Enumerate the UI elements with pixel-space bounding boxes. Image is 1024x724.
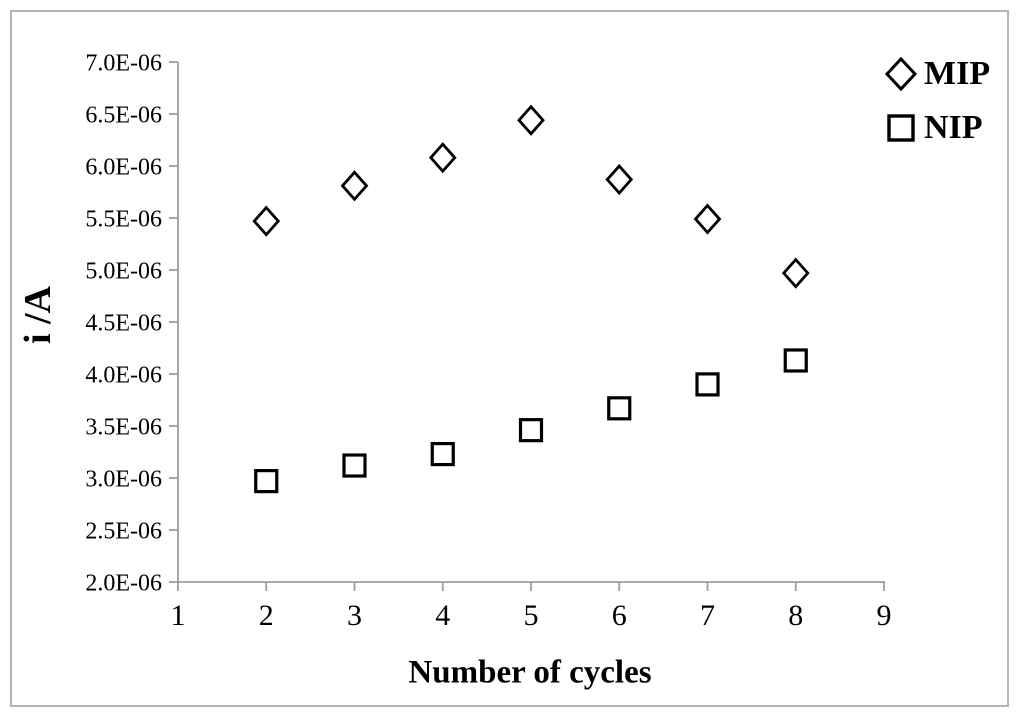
y-tick-label: 6.0E-06 xyxy=(85,154,162,180)
figure-border xyxy=(10,10,1009,707)
legend-label-mip: MIP xyxy=(924,55,991,92)
legend-label-nip: NIP xyxy=(924,109,983,146)
y-tick-label: 2.5E-06 xyxy=(85,518,162,544)
y-axis-title: i /A xyxy=(17,285,59,345)
data-point-mip xyxy=(693,203,722,235)
y-tick-label: 3.0E-06 xyxy=(85,466,162,492)
data-point-mip xyxy=(781,257,810,289)
y-tick-label: 4.5E-06 xyxy=(85,310,162,336)
data-point-mip xyxy=(605,163,634,196)
data-point-nip xyxy=(518,418,544,443)
data-point-nip xyxy=(342,453,367,478)
x-tick-label: 3 xyxy=(347,599,362,632)
legend-item-nip: NIP xyxy=(884,106,990,150)
square-marker-icon xyxy=(887,114,915,142)
x-tick-label: 4 xyxy=(435,599,450,632)
y-tick-label: 3.5E-06 xyxy=(85,414,162,440)
y-tick-label: 2.0E-06 xyxy=(85,570,162,596)
x-tick-label: 7 xyxy=(700,599,715,632)
x-axis-title: Number of cycles xyxy=(408,654,652,691)
y-tick-label: 4.0E-06 xyxy=(85,362,162,388)
y-tick-label: 7.0E-06 xyxy=(85,50,162,76)
x-tick-label: 2 xyxy=(259,599,274,632)
data-point-nip xyxy=(607,396,632,421)
y-tick-label: 5.5E-06 xyxy=(85,206,162,232)
x-tick-label: 9 xyxy=(877,599,892,632)
data-point-mip xyxy=(252,205,281,237)
data-point-mip xyxy=(340,170,369,202)
x-tick-label: 5 xyxy=(524,599,539,632)
data-point-mip xyxy=(517,104,545,136)
data-point-nip xyxy=(783,348,808,373)
diamond-marker-icon xyxy=(884,56,918,92)
legend: MIP NIP xyxy=(884,52,990,150)
y-tick-label: 6.5E-06 xyxy=(85,102,162,128)
data-point-mip xyxy=(428,142,457,174)
y-tick-label: 5.0E-06 xyxy=(85,258,162,284)
legend-item-mip: MIP xyxy=(884,52,990,96)
data-point-nip xyxy=(254,469,279,494)
x-tick-label: 1 xyxy=(171,599,186,632)
x-tick-label: 6 xyxy=(612,599,627,632)
x-tick-label: 8 xyxy=(788,599,803,632)
data-point-nip xyxy=(430,441,455,467)
data-point-nip xyxy=(695,372,720,397)
